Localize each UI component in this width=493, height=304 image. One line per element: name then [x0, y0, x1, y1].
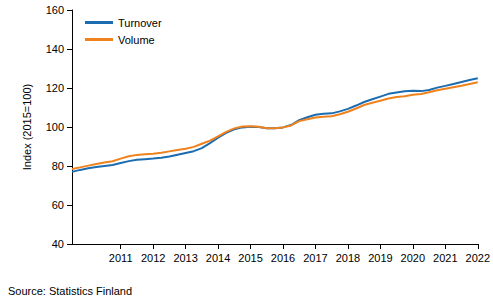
svg-text:40: 40 — [52, 238, 64, 250]
svg-text:2020: 2020 — [401, 252, 425, 264]
svg-text:160: 160 — [46, 4, 64, 16]
svg-text:140: 140 — [46, 43, 64, 55]
svg-text:120: 120 — [46, 82, 64, 94]
svg-text:Turnover: Turnover — [118, 17, 162, 29]
svg-text:60: 60 — [52, 199, 64, 211]
svg-text:2022: 2022 — [466, 252, 490, 264]
svg-text:2018: 2018 — [336, 252, 360, 264]
svg-text:80: 80 — [52, 160, 64, 172]
svg-text:2014: 2014 — [206, 252, 230, 264]
svg-text:2021: 2021 — [433, 252, 457, 264]
svg-text:2016: 2016 — [271, 252, 295, 264]
svg-text:Volume: Volume — [118, 34, 155, 46]
svg-text:2017: 2017 — [303, 252, 327, 264]
svg-text:100: 100 — [46, 121, 64, 133]
svg-text:Index (2015=100): Index (2015=100) — [21, 84, 33, 171]
svg-text:Source: Statistics Finland: Source: Statistics Finland — [8, 285, 132, 297]
svg-text:2019: 2019 — [368, 252, 392, 264]
svg-text:2012: 2012 — [141, 252, 165, 264]
svg-text:2015: 2015 — [238, 252, 262, 264]
svg-text:2011: 2011 — [109, 252, 133, 264]
svg-text:2013: 2013 — [173, 252, 197, 264]
